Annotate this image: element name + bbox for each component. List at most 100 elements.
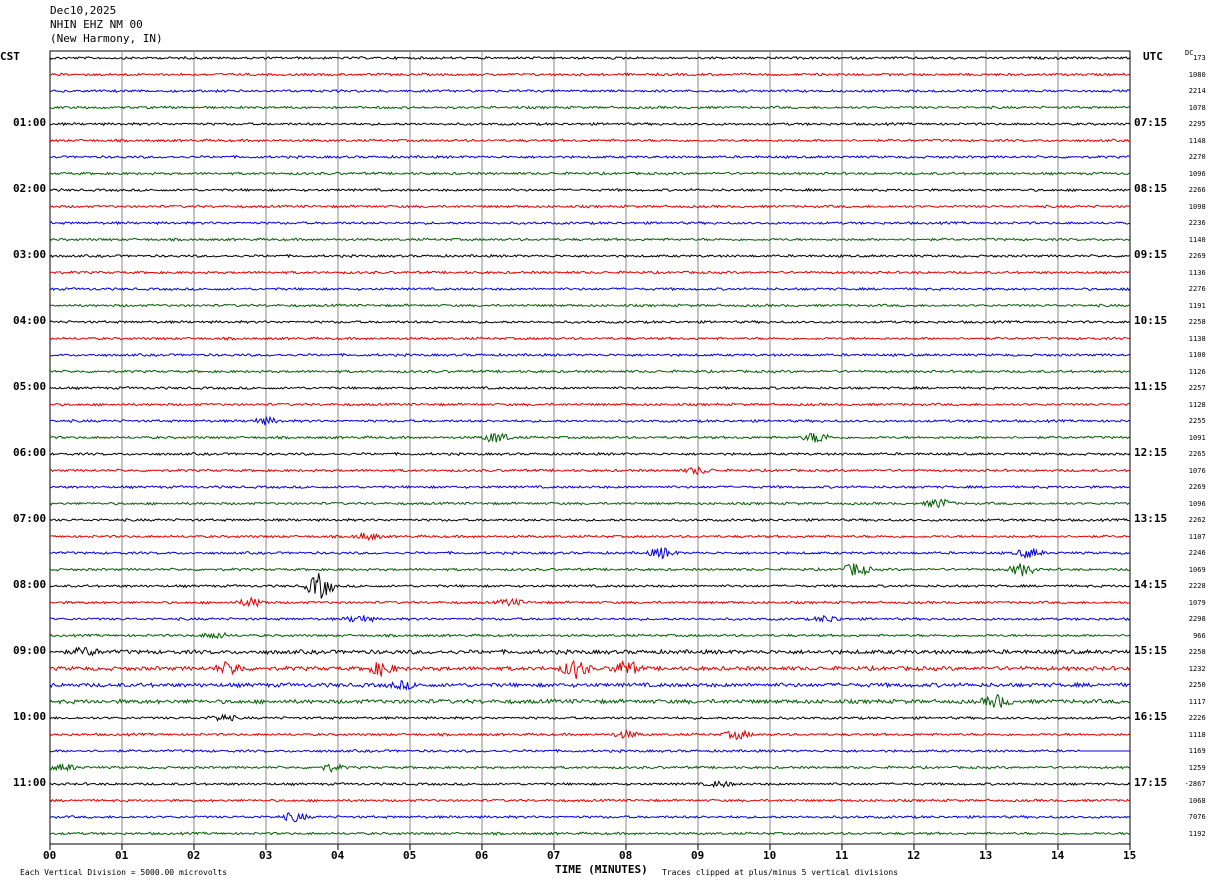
dc-offset-label: 2270 [1188,153,1206,161]
dc-offset-label: 1098 [1188,202,1206,211]
x-tick-label: 10 [763,849,777,862]
trace-row-29 [49,531,1131,542]
left-time-label: 05:00 [13,380,47,393]
dc-offset-label: 2262 [1188,516,1206,524]
trace-row-19 [49,369,1131,374]
x-tick-label: 08 [619,849,633,862]
dc-offset-label: 1259 [1188,763,1206,772]
dc-label: DC [1185,49,1194,57]
trace-row-31 [49,563,1131,577]
left-time-label: 11:00 [13,776,47,789]
trace-row-41 [49,728,1131,741]
right-time-label: 15:15 [1134,644,1168,657]
right-time-label: 17:15 [1134,776,1168,789]
dc-offset-label: 1079 [1188,598,1206,607]
trace-row-45 [49,798,1131,803]
x-tick-label: 04 [331,849,345,862]
dc-offset-label: 1126 [1188,367,1206,376]
dc-offset-label: 1078 [1188,103,1206,112]
x-tick-label: 09 [691,849,705,862]
x-tick-label: 11 [835,849,849,862]
dc-offset-label: 2258 [1188,318,1206,326]
dc-offset-label: 2265 [1188,450,1206,458]
trace-row-15 [49,303,1131,308]
left-time-label: 07:00 [13,512,47,525]
trace-row-5 [49,138,1131,143]
trace-row-21 [49,402,1131,407]
trace-row-35 [49,631,1131,640]
right-time-label: 11:15 [1134,380,1168,393]
trace-row-38 [49,679,1131,691]
dc-offset-label: 1148 [1188,136,1206,145]
dc-offset-label: 1191 [1188,301,1206,310]
x-tick-label: 07 [547,849,561,862]
dc-offset-label: 1107 [1188,532,1206,541]
trace-row-42 [49,748,1130,754]
dc-offset-label: 173 [1193,54,1206,62]
trace-row-40 [49,713,1131,722]
header-date: Dec10,2025 [50,4,117,17]
dc-offset-label: 1076 [1188,466,1206,475]
left-time-label: 04:00 [13,314,47,327]
trace-row-0 [49,55,1131,61]
dc-offset-label: 2236 [1188,219,1206,227]
dc-offset-label: 1069 [1188,565,1206,574]
right-time-label: 14:15 [1134,578,1168,591]
trace-row-12 [49,253,1131,259]
right-timezone-label: UTC [1143,50,1163,63]
trace-row-44 [49,780,1131,789]
left-time-label: 03:00 [13,248,47,261]
trace-row-28 [49,517,1131,523]
left-time-label: 08:00 [13,578,47,591]
footer-clip-note: Traces clipped at plus/minus 5 vertical … [662,868,899,877]
dc-offset-label: 2295 [1188,120,1206,128]
dc-offset-label: 1128 [1188,400,1206,409]
trace-row-43 [49,762,1131,774]
dc-offset-label: 2246 [1188,549,1206,557]
trace-row-10 [49,220,1131,226]
x-tick-label: 05 [403,849,417,862]
left-time-label: 09:00 [13,644,47,657]
right-time-label: 12:15 [1134,446,1168,459]
right-time-label: 10:15 [1134,314,1168,327]
trace-row-46 [49,812,1131,823]
right-time-label: 09:15 [1134,248,1168,261]
trace-row-25 [49,466,1131,476]
trace-row-27 [49,498,1131,509]
dc-offset-label: 2258 [1188,648,1206,656]
dc-offset-label: 2266 [1188,186,1206,194]
trace-row-3 [49,105,1131,110]
right-time-label: 07:15 [1134,116,1168,129]
dc-offset-label: 966 [1193,631,1206,640]
x-tick-label: 13 [979,849,993,862]
trace-row-18 [49,352,1131,358]
trace-row-39 [49,693,1131,708]
trace-row-8 [49,187,1131,193]
dc-offset-label: 1136 [1188,268,1206,277]
trace-row-16 [49,319,1131,325]
left-time-label: 06:00 [13,446,47,459]
dc-offset-label: 1192 [1188,829,1206,838]
right-time-label: 16:15 [1134,710,1168,723]
dc-offset-label: 2269 [1188,483,1206,491]
dc-offset-label: 2269 [1188,252,1206,260]
x-tick-label: 00 [43,849,57,862]
trace-row-17 [49,336,1131,341]
dc-offset-label: 2257 [1188,384,1206,392]
dc-offset-label: 1117 [1188,697,1206,706]
trace-row-47 [49,831,1131,836]
header-location: (New Harmony, IN) [50,32,163,45]
trace-row-14 [49,286,1131,292]
trace-row-23 [49,432,1131,443]
x-tick-label: 01 [115,849,129,862]
left-time-label: 02:00 [13,182,47,195]
dc-offset-label: 2255 [1188,417,1206,425]
dc-offset-label: 2228 [1188,582,1206,590]
dc-offset-label: 1138 [1188,334,1206,343]
dc-offset-label: 2250 [1188,681,1206,689]
right-time-label: 13:15 [1134,512,1168,525]
trace-row-6 [49,154,1131,160]
dc-offset-label: 1118 [1188,730,1206,739]
dc-offset-label: 1068 [1188,796,1206,805]
trace-row-33 [49,595,1131,608]
